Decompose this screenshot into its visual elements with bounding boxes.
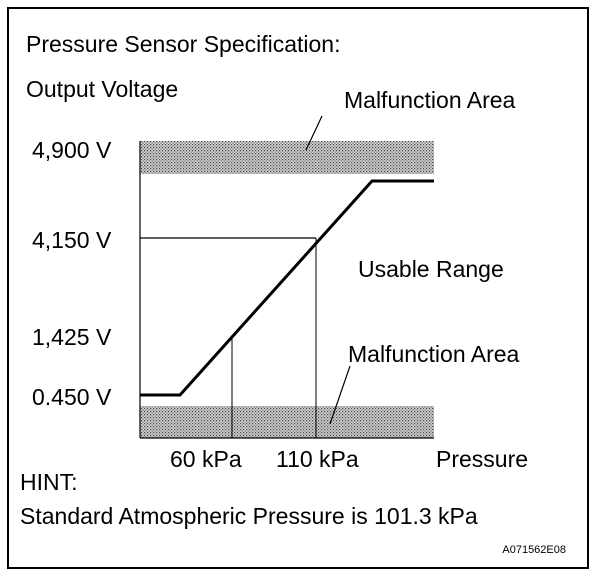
x-tick-label: 110 kPa xyxy=(276,446,359,472)
pointer-upper-malfunction xyxy=(305,115,323,151)
diagram-title: Pressure Sensor Specification: xyxy=(26,31,341,57)
x-tick-label: 60 kPa xyxy=(170,446,242,472)
sensor-output-curve xyxy=(140,179,434,397)
figure-id: A071562E08 xyxy=(502,544,566,556)
usable-range-label: Usable Range xyxy=(358,256,504,282)
y-tick-label: 1,425 V xyxy=(32,324,112,350)
y-tick-label: 4,900 V xyxy=(32,137,112,163)
malfunction-area-lower-label: Malfunction Area xyxy=(348,341,520,367)
y-tick-label: 0.450 V xyxy=(32,384,112,410)
y-axis-label: Output Voltage xyxy=(26,76,178,102)
malfunction-area-upper-label: Malfunction Area xyxy=(344,87,516,113)
pointer-lower-malfunction xyxy=(329,365,351,425)
malfunction-area-lower xyxy=(140,406,434,438)
malfunction-area-upper xyxy=(140,141,434,174)
hint-heading: HINT: xyxy=(20,469,78,495)
diagram-frame xyxy=(7,7,589,569)
hint-text: Standard Atmospheric Pressure is 101.3 k… xyxy=(20,503,478,529)
x-axis-label: Pressure xyxy=(436,446,528,472)
y-tick-label: 4,150 V xyxy=(32,227,112,253)
